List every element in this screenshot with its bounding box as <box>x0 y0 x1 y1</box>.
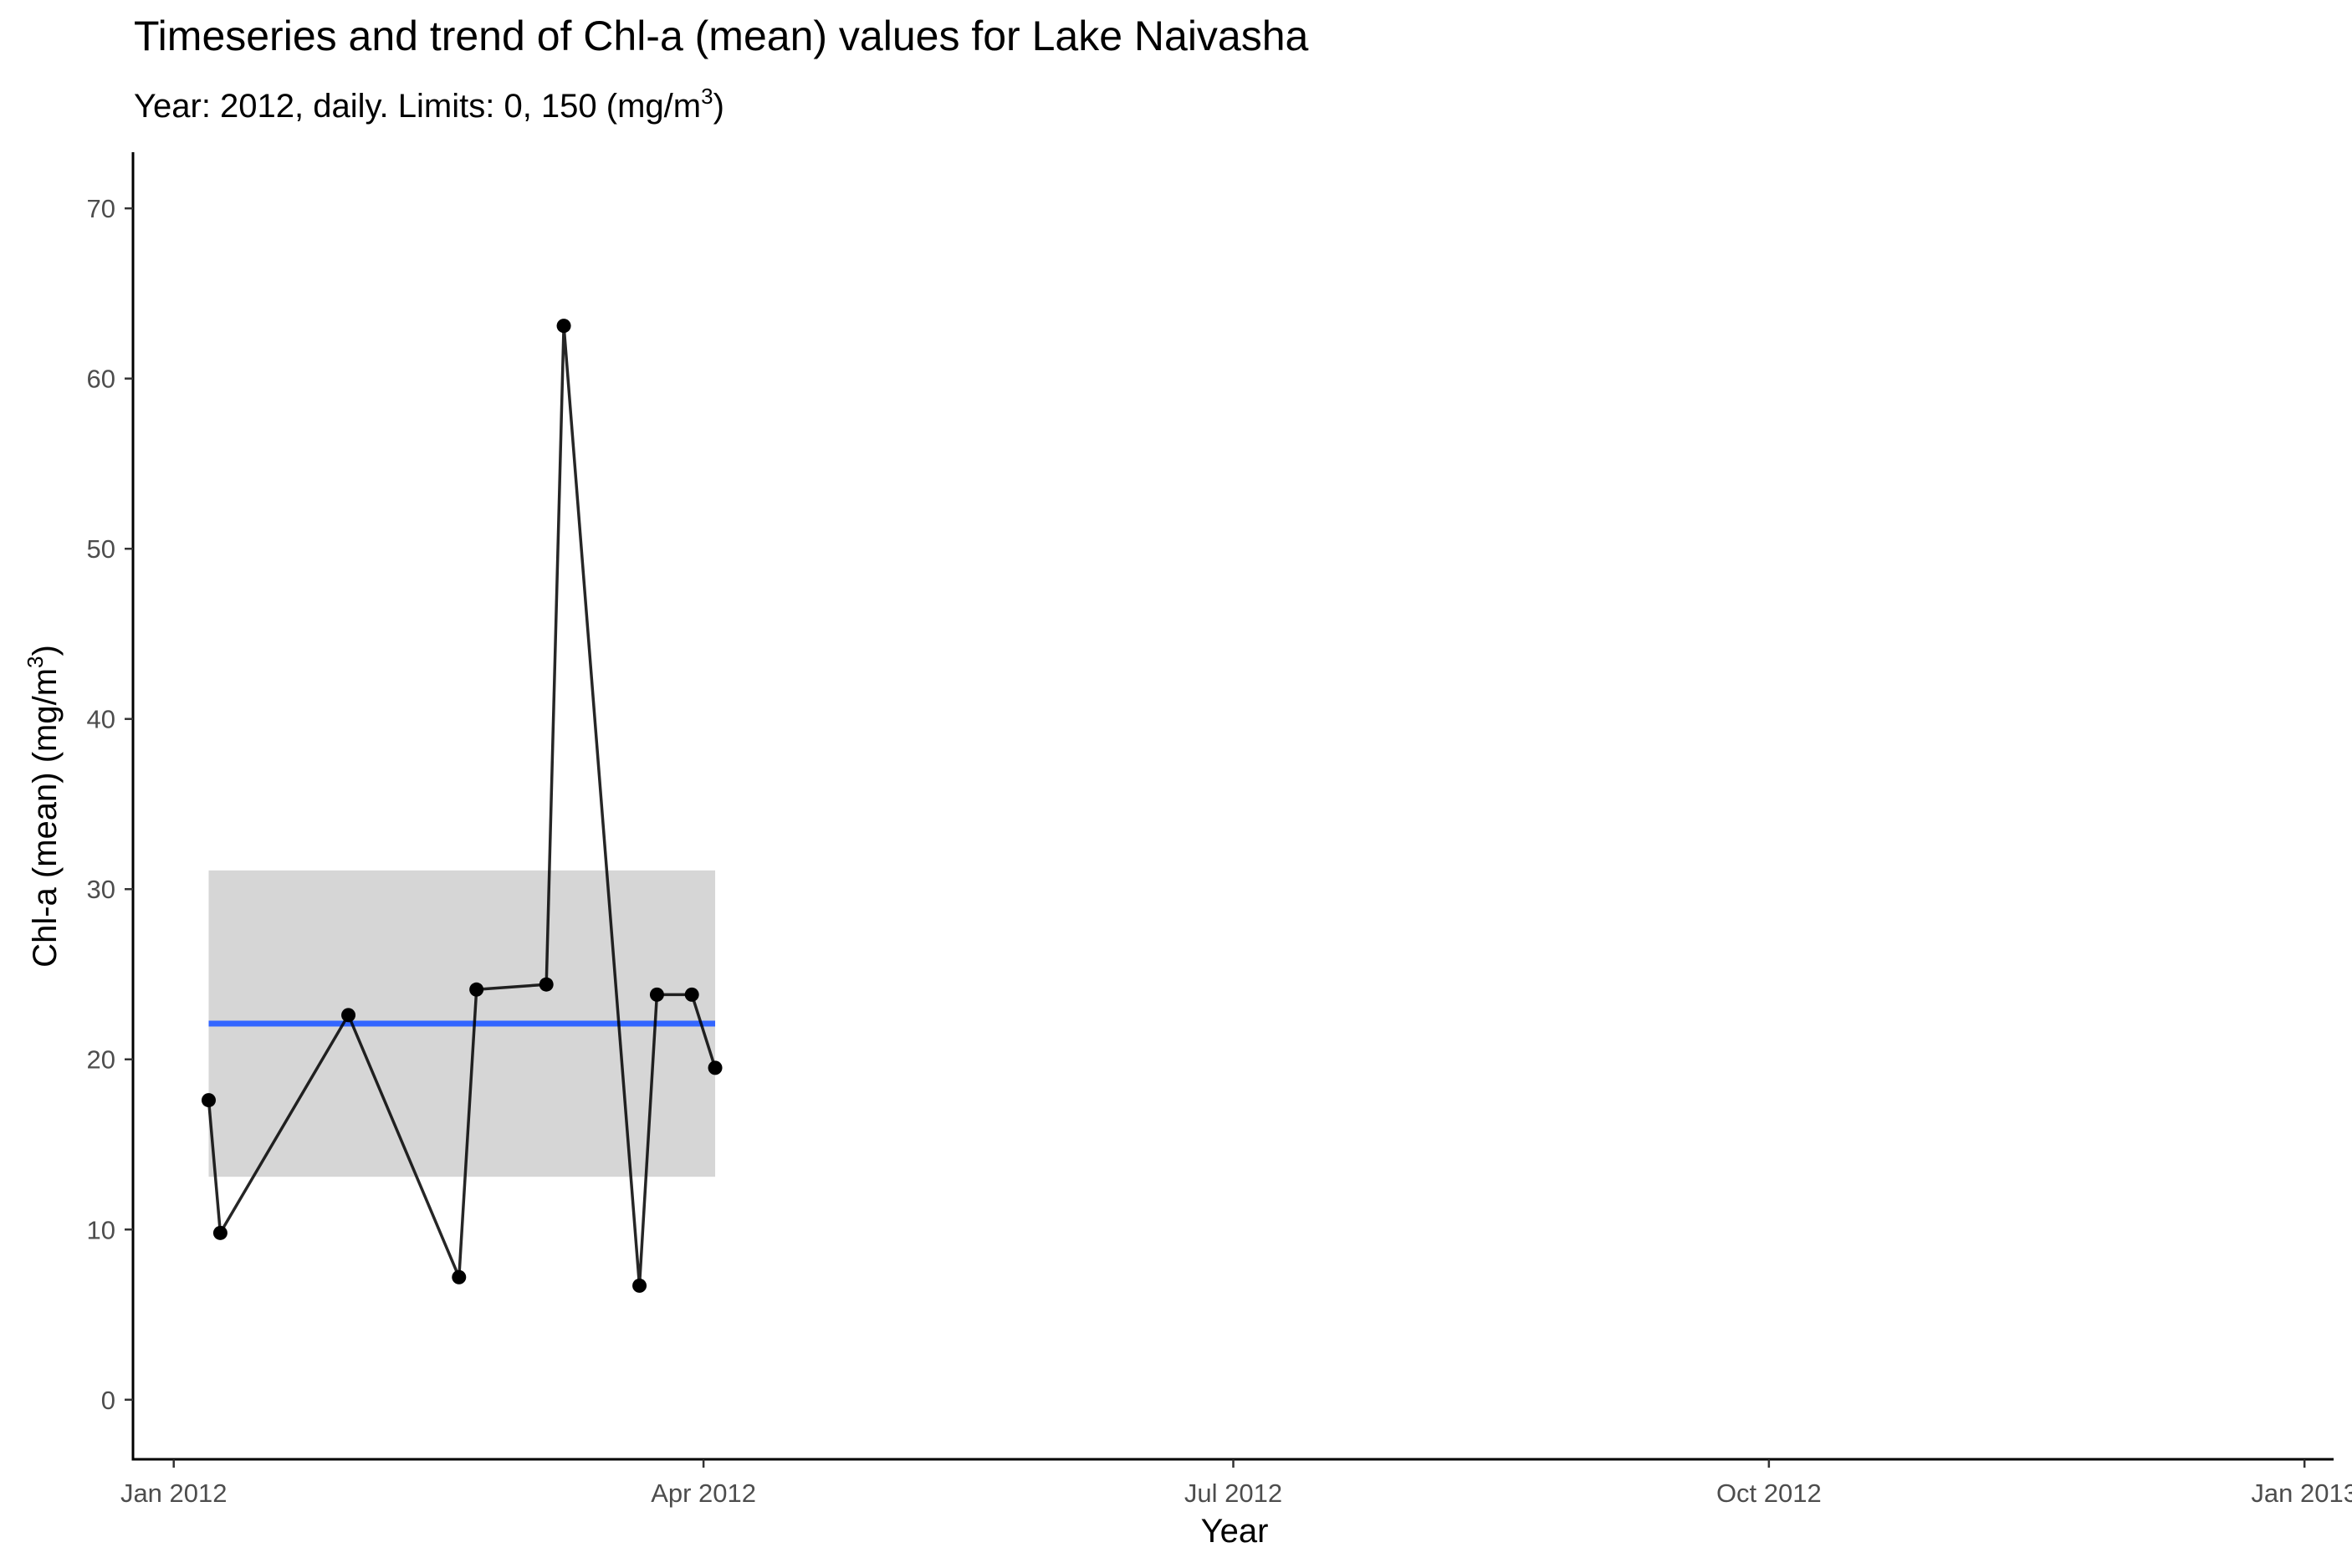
y-tick-label: 10 <box>87 1215 115 1244</box>
x-tick-label: Jul 2012 <box>1184 1479 1282 1508</box>
data-point <box>556 319 571 334</box>
y-axis-title-sup: 3 <box>23 656 48 668</box>
data-point <box>452 1269 467 1285</box>
x-tick-label: Jan 2012 <box>120 1479 228 1508</box>
x-tick-label: Oct 2012 <box>1716 1479 1822 1508</box>
data-point <box>539 977 554 992</box>
x-axis-ticks: Jan 2012 Apr 2012 Jul 2012 Oct 2012 Jan 2013 <box>120 1459 2352 1508</box>
data-point <box>212 1225 228 1240</box>
x-axis-title: Year <box>1201 1513 1269 1550</box>
chart-subtitle: Year: 2012, daily. Limits: 0, 150 (mg/m3… <box>134 84 724 125</box>
data-point <box>649 987 664 1002</box>
series-layer <box>201 319 723 1293</box>
y-tick-label: 30 <box>87 875 115 904</box>
y-tick-label: 70 <box>87 194 115 223</box>
data-point <box>201 1093 216 1108</box>
chart-subtitle-end: ) <box>713 88 724 125</box>
y-tick-label: 60 <box>87 365 115 394</box>
y-axis-title-main: Chl-a (mean) (mg/m <box>27 668 64 968</box>
chart-title: Timeseries and trend of Chl-a (mean) val… <box>134 13 1309 59</box>
x-tick-label: Apr 2012 <box>651 1479 756 1508</box>
chart-subtitle-main: Year: 2012, daily. Limits: 0, 150 (mg/m <box>134 88 701 125</box>
y-axis-title-end: ) <box>27 645 64 656</box>
y-tick-label: 20 <box>87 1045 115 1075</box>
y-tick-label: 40 <box>87 705 115 734</box>
y-tick-label: 0 <box>101 1386 115 1415</box>
y-axis-title: Chl-a (mean) (mg/m3) <box>23 645 64 968</box>
data-point <box>341 1008 356 1023</box>
data-point <box>469 982 484 997</box>
y-axis-ticks: 0 10 20 30 40 50 60 70 <box>87 194 133 1415</box>
x-tick-label: Jan 2013 <box>2251 1479 2352 1508</box>
chart-subtitle-sup: 3 <box>701 84 713 109</box>
data-point <box>632 1278 647 1293</box>
data-point <box>708 1060 723 1075</box>
y-tick-label: 50 <box>87 534 115 564</box>
data-point <box>684 987 699 1002</box>
